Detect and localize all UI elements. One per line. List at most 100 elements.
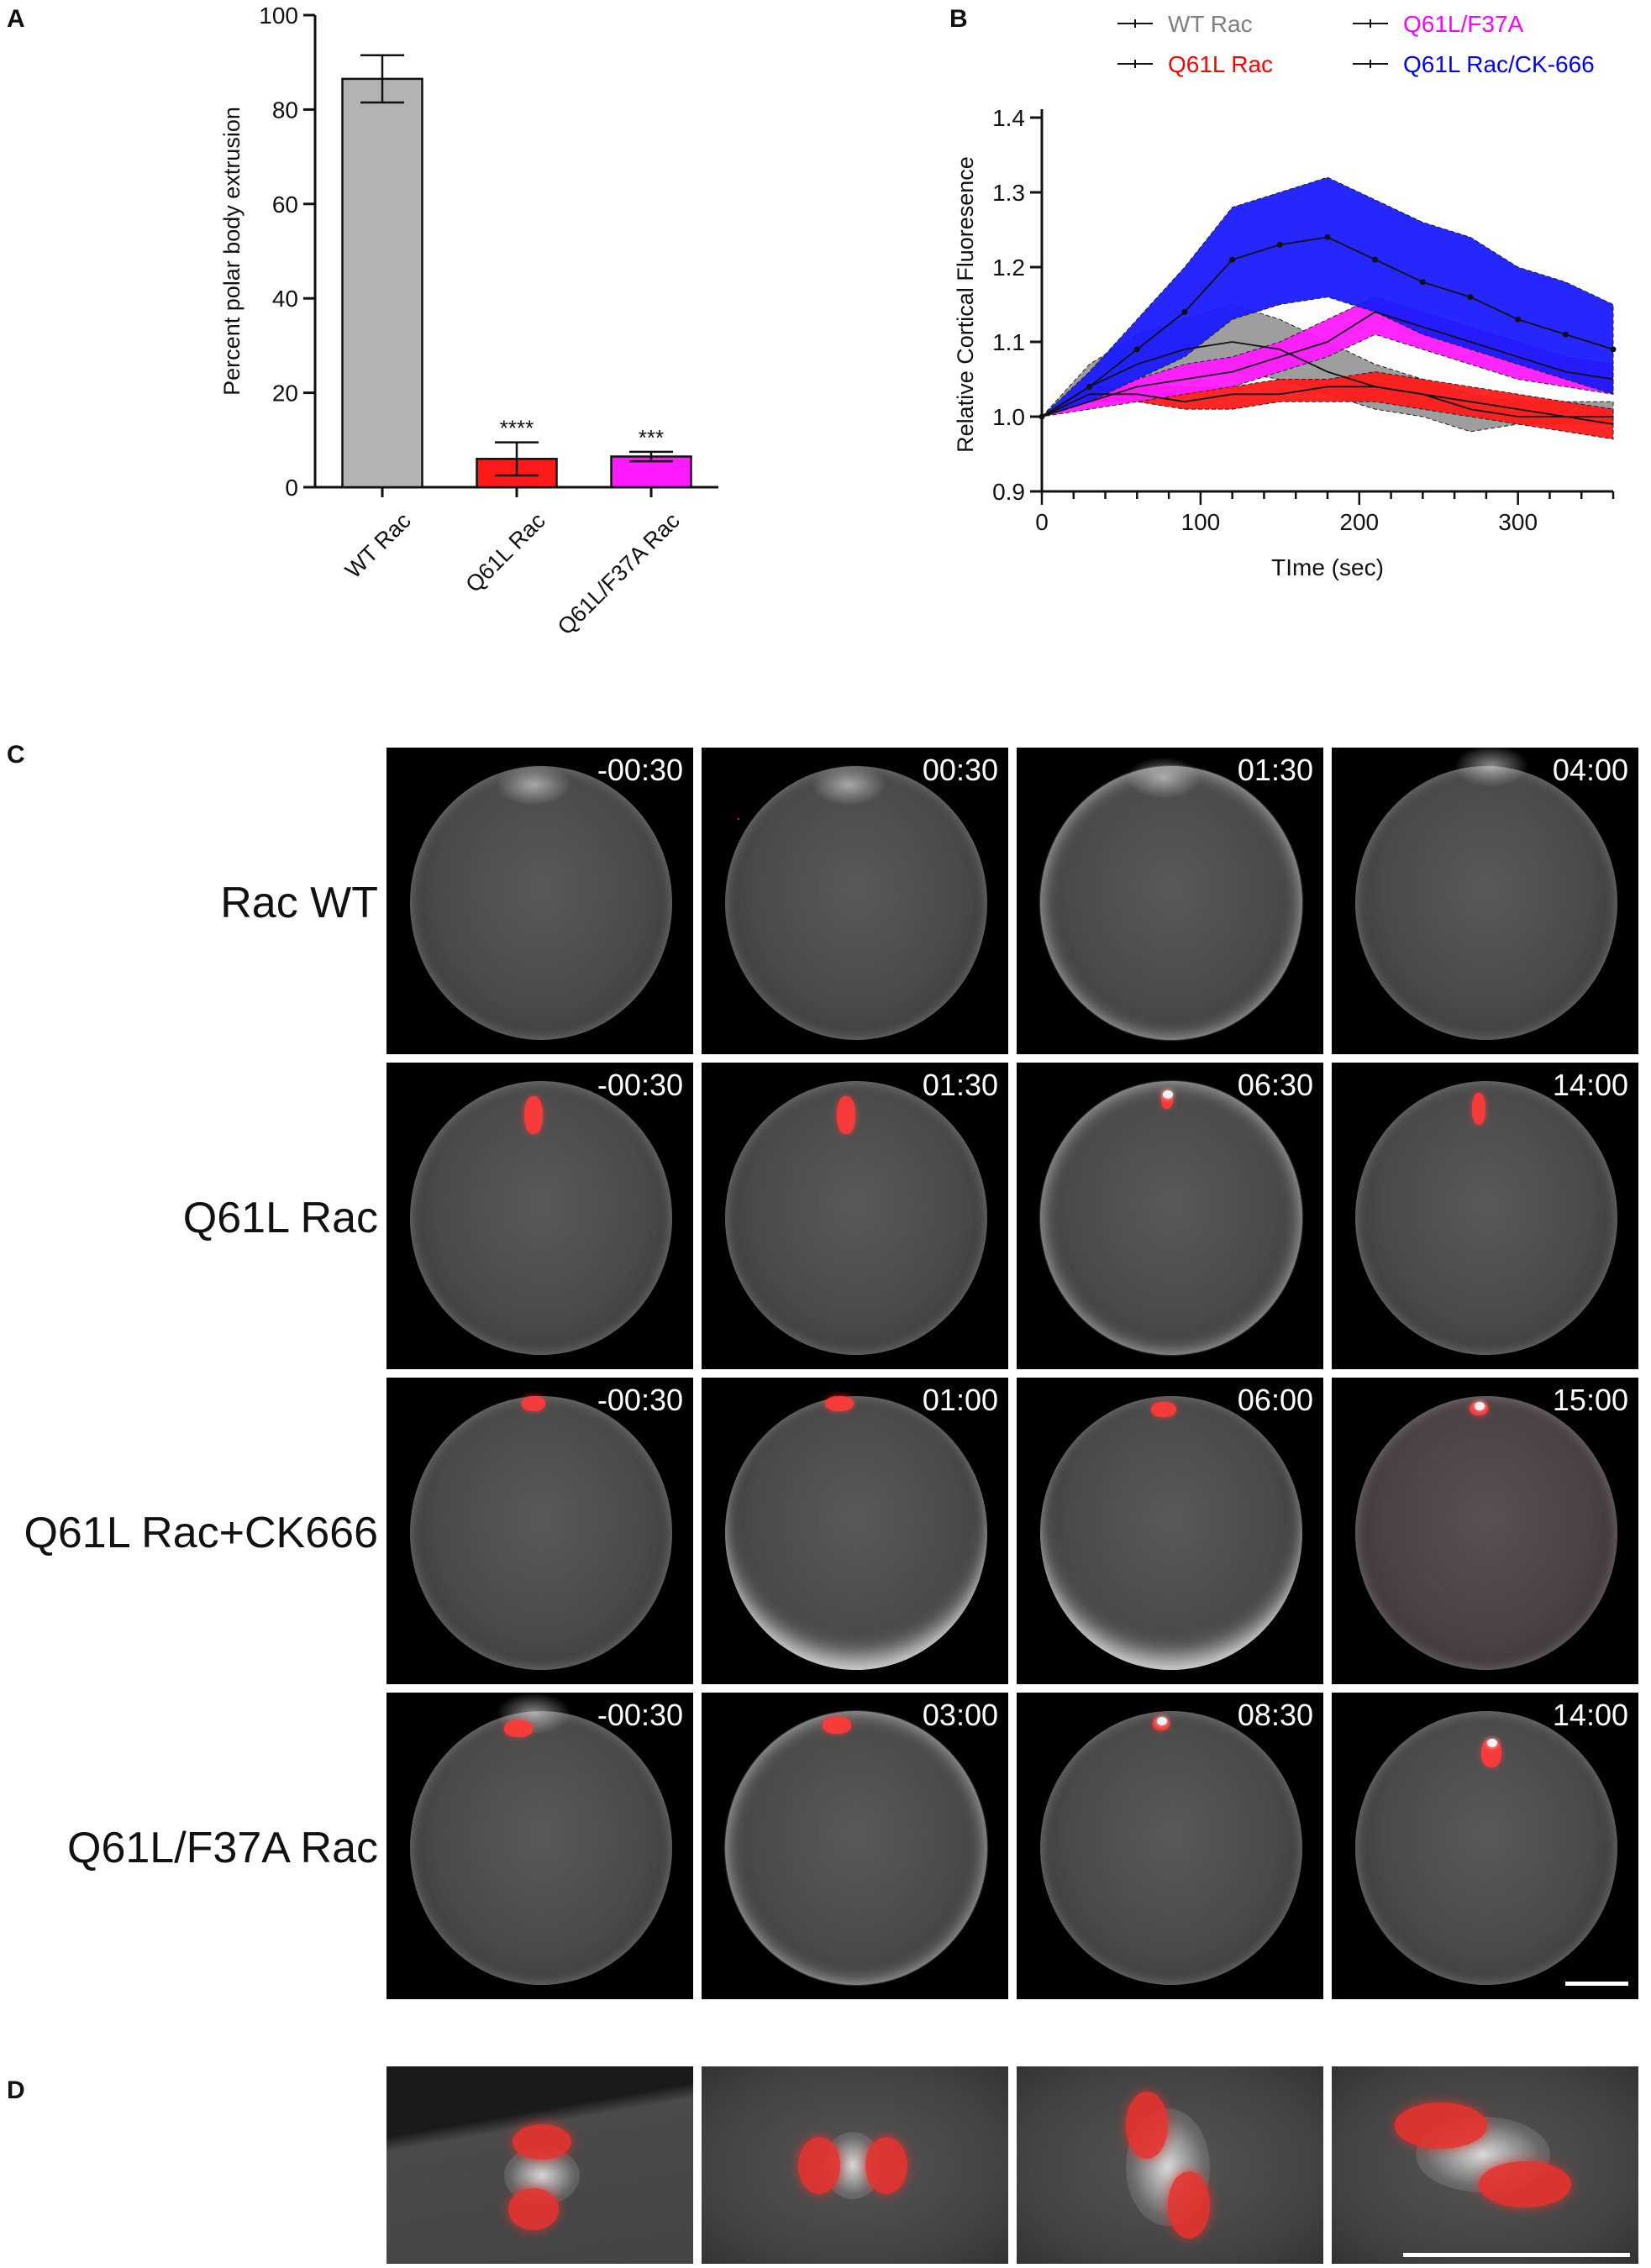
microscopy-frame-1-1: 01:30 [702, 1063, 1008, 1369]
microscopy-frame-2-2: 06:00 [1017, 1378, 1323, 1684]
category-label-0: WT Rac [340, 508, 416, 584]
chromosome-signal [798, 2137, 840, 2194]
cortical-glow [1453, 748, 1529, 787]
microscopy-frame-3-1: 03:00 [702, 1693, 1008, 1999]
cortical-glow [811, 763, 887, 806]
mean-point [1419, 279, 1426, 286]
cortical-glow [496, 763, 572, 806]
y-tick-label: 1.4 [992, 105, 1025, 131]
legend-label-0: WT Rac [1168, 11, 1253, 37]
chromosome-signal [508, 2188, 559, 2230]
oocyte [1355, 1396, 1617, 1670]
chromosome-signal [822, 1716, 851, 1734]
microscopy-frame-0-1: 00:30 [702, 748, 1008, 1054]
mean-line-2 [1041, 311, 1614, 417]
y-tick-label: 1.3 [992, 180, 1025, 206]
row-label-1: Q61L Rac [182, 1194, 378, 1242]
microscopy-frame-1-0: -00:30 [386, 1063, 693, 1369]
panel-letter-c: C [7, 741, 25, 769]
mean-line-1 [1041, 386, 1614, 425]
y-tick-label: 60 [272, 192, 298, 218]
legend-label-2: Q61L/F37A [1403, 11, 1524, 37]
y-tick-label: 0 [285, 475, 298, 501]
chromosome-signal [524, 1095, 544, 1134]
timestamp-label: 06:00 [1237, 1383, 1313, 1417]
significance-label-1: **** [500, 416, 534, 441]
chromosome-signal [836, 1095, 855, 1134]
y-axis-label: Relative Cortical Fluoresence [953, 156, 978, 453]
timestamp-label: 06:30 [1237, 1068, 1313, 1102]
mean-point [1610, 346, 1617, 353]
x-tick-label: 300 [1498, 509, 1538, 535]
spindle-signal [1486, 1738, 1497, 1747]
oocyte [725, 1711, 987, 1985]
scale-bar [1565, 1982, 1628, 1986]
y-tick-label: 40 [272, 286, 298, 312]
chromosome-signal [865, 2137, 907, 2194]
oocyte [1040, 1081, 1302, 1355]
oocyte [1040, 1711, 1302, 1985]
y-tick-label: 100 [259, 3, 298, 29]
panel-letter-d: D [7, 2076, 25, 2104]
chromosome-signal [503, 1719, 533, 1737]
chromosome-signal [1168, 2171, 1210, 2239]
mean-point [1133, 346, 1140, 353]
category-label-1: Q61L Rac [460, 508, 549, 597]
bar-chart-polar-body: 0 20 40 60 80 100 Percent polar body extrusion… [219, 3, 718, 640]
timestamp-label: 03:00 [922, 1698, 998, 1732]
chromosome-signal [1472, 1093, 1486, 1126]
y-tick-label: 1.1 [992, 329, 1025, 355]
chromosome-signal [1395, 2102, 1487, 2149]
chromosome-signal [825, 1395, 854, 1411]
oocyte [410, 766, 672, 1040]
x-tick-label: 200 [1339, 509, 1379, 535]
row-label-3: Q61L/F37A Rac [67, 1824, 378, 1872]
y-tick-label: 1.2 [992, 255, 1025, 281]
row-label-2: Q61L Rac+CK666 [24, 1509, 378, 1557]
mean-point [1372, 256, 1379, 263]
mean-line-0 [1041, 341, 1613, 417]
legend-label-1: Q61L Rac [1168, 51, 1273, 77]
timestamp-label: 01:30 [922, 1068, 998, 1102]
zoom-frame-0 [386, 2066, 693, 2264]
microscopy-frame-2-3: 15:00 [1332, 1378, 1638, 1684]
spindle-signal [1162, 1089, 1173, 1099]
timestamp-label: 01:00 [922, 1383, 998, 1417]
significance-label-2: *** [639, 425, 664, 450]
timestamp-label: 14:00 [1552, 1068, 1628, 1102]
oocyte [725, 1396, 987, 1670]
mean-point [1562, 331, 1569, 338]
mean-point [1181, 308, 1188, 315]
legend-label-3: Q61L Rac/CK-666 [1403, 51, 1595, 77]
timestamp-label: -00:30 [597, 1698, 683, 1732]
oocyte [410, 1711, 672, 1985]
chromosome-signal [522, 1395, 546, 1411]
bar-0 [341, 77, 423, 489]
mean-point [1229, 256, 1236, 263]
microscopy-frame-2-0: -00:30 [386, 1378, 693, 1684]
panel-letter-a: A [7, 5, 25, 33]
scale-bar [1403, 2253, 1630, 2257]
microscopy-frame-0-0: -00:30 [386, 748, 693, 1054]
y-tick-label: 0.9 [992, 479, 1025, 505]
x-tick-label: 100 [1181, 509, 1221, 535]
microscopy-frame-3-2: 08:30 [1017, 1693, 1323, 1999]
mean-point [1515, 316, 1522, 323]
category-label-2: Q61L/F37A Rac [553, 508, 685, 640]
microscopy-frame-2-1: 01:00 [702, 1378, 1008, 1684]
oocyte [1040, 766, 1302, 1040]
x-tick-label: 0 [1035, 509, 1049, 535]
chromosome-signal [737, 817, 739, 820]
timestamp-label: 14:00 [1552, 1698, 1628, 1732]
row-label-0: Rac WT [220, 879, 378, 927]
microscopy-frame-3-3: 14:00 [1332, 1693, 1638, 1999]
oocyte [1355, 766, 1617, 1040]
oocyte [410, 1396, 672, 1670]
panel-letter-b: B [949, 5, 968, 33]
chromosome-signal [1479, 2160, 1571, 2208]
microscopy-frame-0-2: 01:30 [1017, 748, 1323, 1054]
mean-point [1324, 234, 1331, 240]
mean-point [1086, 383, 1093, 390]
timestamp-label: 04:00 [1552, 753, 1628, 787]
microscopy-frame-0-3: 04:00 [1332, 748, 1638, 1054]
